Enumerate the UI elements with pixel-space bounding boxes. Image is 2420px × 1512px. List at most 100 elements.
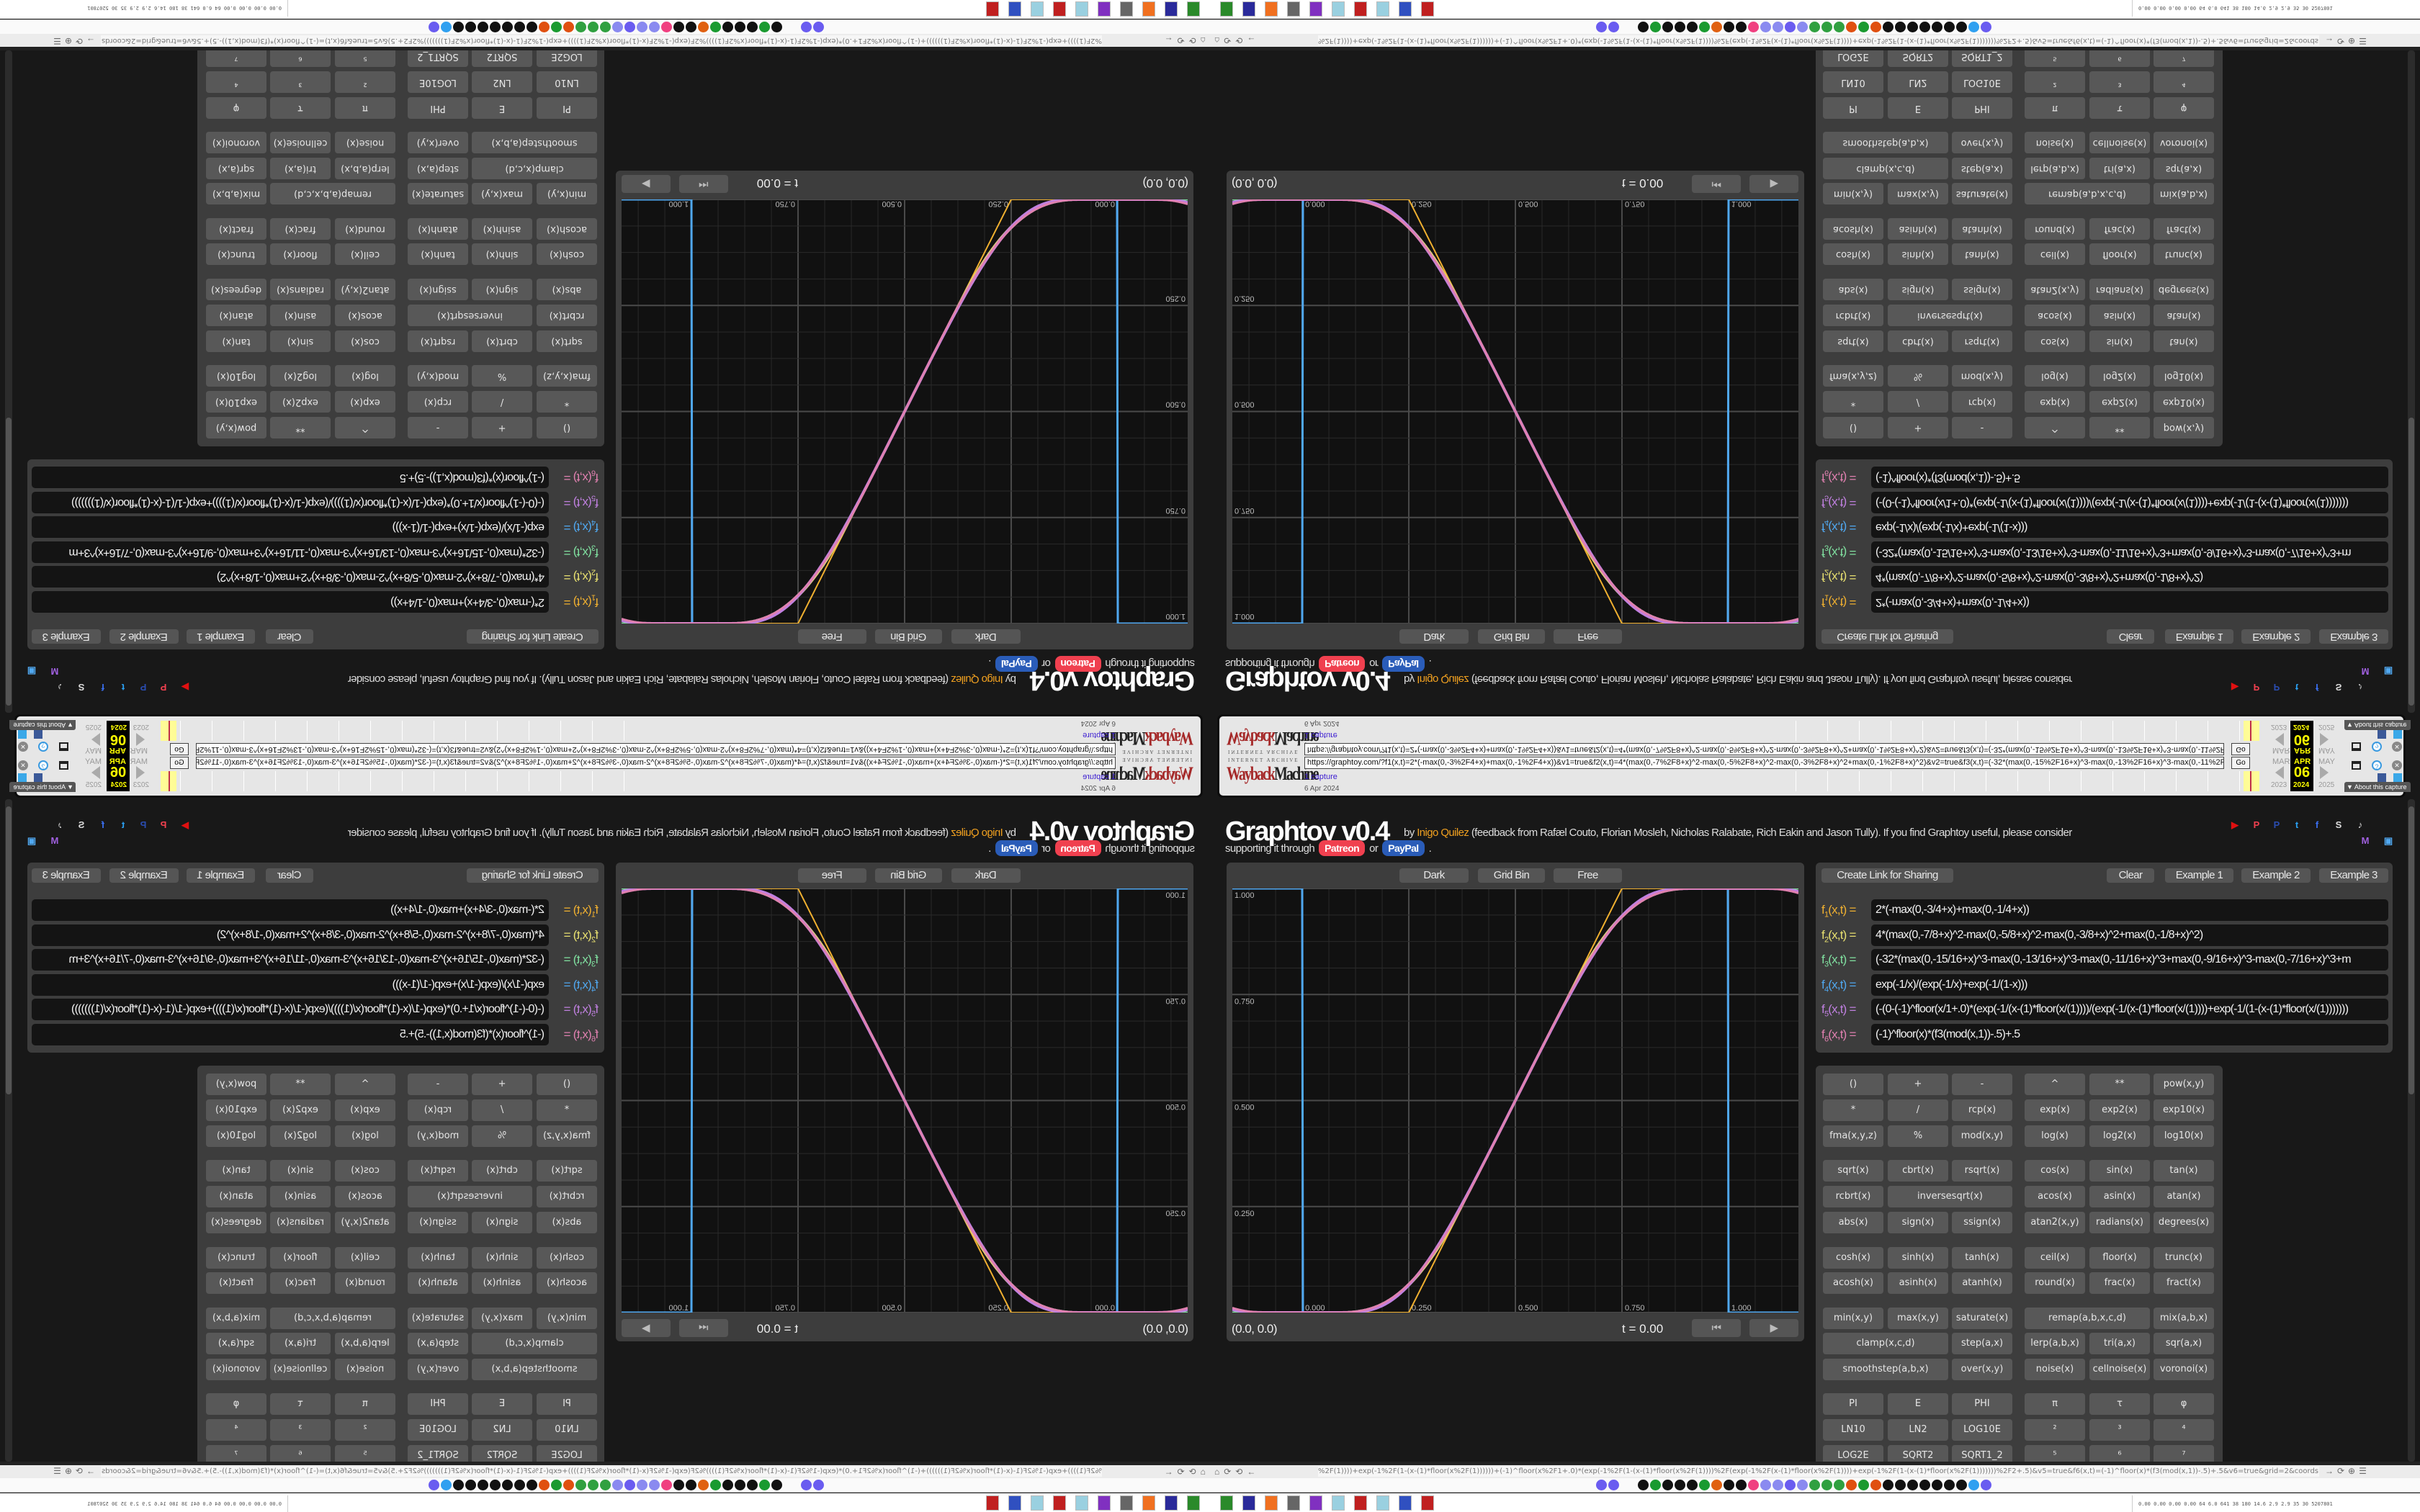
wayback-url-input[interactable]: https://graphtoy.com/?f1(x,t)=2*(-max(0,…: [1304, 757, 2224, 769]
key-button[interactable]: sinh(x): [1888, 243, 1948, 265]
bookmark-icon[interactable]: [1956, 1480, 1967, 1490]
wayback-next-arrow-icon[interactable]: [2320, 733, 2329, 746]
nav-buttons-icon[interactable]: ⌂⟳⟲←: [1214, 1467, 1260, 1477]
key-button[interactable]: atanh(x): [1952, 1272, 2012, 1294]
key-button[interactable]: asinh(x): [472, 1272, 532, 1294]
taskbar-app-icon[interactable]: [1399, 1, 1412, 17]
youtube-icon[interactable]: ▶: [182, 819, 189, 830]
bookmark-icon[interactable]: [1870, 1480, 1881, 1490]
taskbar-app-icon[interactable]: [986, 1, 999, 17]
key-button[interactable]: degrees(x): [206, 279, 266, 300]
bookmark-icon[interactable]: [1919, 22, 1930, 32]
graph-canvas[interactable]: 1.000 0.750 0.500 0.250 0.000 0.250 0.500 0.750…: [611, 887, 1198, 1314]
taskbar-app-icon[interactable]: [1075, 1495, 1088, 1511]
key-button[interactable]: sqr(a,x): [2154, 158, 2214, 179]
formula-input-f5[interactable]: (-(0-(-1)^floor(x/1+.0)*(exp(-1/(x-(1)*f…: [32, 999, 549, 1021]
key-button[interactable]: exp10(x): [2154, 1099, 2214, 1121]
bookmark-icon[interactable]: [1834, 22, 1845, 32]
key-button[interactable]: atan2(x,y): [2025, 279, 2085, 300]
paypal-icon[interactable]: P: [2273, 819, 2280, 830]
patreon-button[interactable]: Patreon: [1054, 840, 1101, 856]
key-button[interactable]: tri(a,x): [2089, 158, 2150, 179]
example-3-button[interactable]: Example 3: [32, 868, 101, 883]
key-button[interactable]: rcp(x): [408, 391, 468, 413]
key-button[interactable]: frac(x): [270, 218, 331, 240]
key-button[interactable]: atan(x): [2154, 1186, 2214, 1207]
bookmark-icon[interactable]: [1968, 22, 1979, 32]
bookmark-icon[interactable]: [747, 1480, 758, 1490]
wayback-year-next[interactable]: 2025: [2318, 723, 2335, 731]
about-capture-button[interactable]: ▼ About this capture: [2344, 782, 2411, 792]
key-button[interactable]: (): [537, 1074, 597, 1095]
key-button[interactable]: ceil(x): [2025, 243, 2085, 265]
paypal-button[interactable]: PayPal: [1382, 840, 1425, 856]
wayback-year-prev[interactable]: 2023: [133, 723, 149, 731]
bookmark-icon[interactable]: [1596, 22, 1607, 32]
youtube-icon[interactable]: ▶: [2231, 819, 2238, 830]
key-button[interactable]: PI: [537, 1393, 597, 1415]
key-button[interactable]: voronoi(x): [2154, 1359, 2214, 1380]
bookmark-icon[interactable]: [747, 22, 758, 32]
facebook-share-icon[interactable]: [2378, 773, 2386, 783]
play-button[interactable]: ▶: [622, 1319, 671, 1337]
key-button[interactable]: over(x,y): [408, 1359, 468, 1380]
key-button[interactable]: exp2(x): [2089, 391, 2150, 413]
key-button[interactable]: trunc(x): [206, 1247, 266, 1269]
facebook-share-icon[interactable]: [2378, 729, 2386, 739]
key-button[interactable]: log(x): [2025, 1125, 2085, 1147]
key-button[interactable]: φ: [2154, 97, 2214, 119]
key-button[interactable]: %: [1888, 1125, 1948, 1147]
key-button[interactable]: asin(x): [270, 305, 331, 326]
key-button[interactable]: ^: [335, 1074, 395, 1095]
key-button[interactable]: exp10(x): [206, 391, 266, 413]
key-button[interactable]: asin(x): [270, 1186, 331, 1207]
key-button[interactable]: frac(x): [2089, 218, 2150, 240]
bookmark-icon[interactable]: [1968, 1480, 1979, 1490]
key-button[interactable]: floor(x): [2089, 243, 2150, 265]
taskbar-app-icon[interactable]: [1421, 1, 1434, 17]
key-button[interactable]: smoothstep(a,b,x): [1823, 1359, 1948, 1380]
key-button[interactable]: acosh(x): [1823, 218, 1883, 240]
example-3-button[interactable]: Example 3: [2319, 868, 2388, 883]
bookmark-icon[interactable]: [1773, 22, 1783, 32]
key-button[interactable]: rcp(x): [1952, 1099, 2012, 1121]
address-bar[interactable]: %2F(1))))+exp(-1%2F(1-(x-(1)*floor(x%2F(…: [1318, 1467, 2319, 1477]
address-bar[interactable]: %2F(1))))+exp(-1%2F(1-(x-(1)*floor(x%2F(…: [101, 1467, 1102, 1477]
about-capture-button[interactable]: ▼ About this capture: [9, 782, 76, 792]
bookmark-icon[interactable]: [1760, 22, 1771, 32]
facebook-icon[interactable]: f: [2315, 682, 2319, 693]
key-button[interactable]: %: [472, 365, 532, 387]
tiktok-icon[interactable]: ♪: [57, 819, 63, 830]
key-button[interactable]: min(x,y): [537, 183, 597, 204]
key-button[interactable]: (): [1823, 417, 1883, 438]
graph-plot[interactable]: 1.000 0.750 0.500 0.250 0.000 0.250 0.500 0.750…: [1222, 198, 1809, 625]
browser-menu-icons[interactable]: →⟳⊕☰: [50, 36, 95, 46]
wayback-timeline[interactable]: [1765, 771, 2240, 791]
twitter-icon[interactable]: t: [2295, 819, 2299, 830]
reset-time-button[interactable]: ⏮: [1692, 175, 1741, 193]
key-button[interactable]: -: [1952, 417, 2012, 438]
key-button[interactable]: LN10: [537, 71, 597, 93]
scrollbar-thumb[interactable]: [2408, 418, 2414, 706]
browser-menu-icons[interactable]: →⟳⊕☰: [2325, 1466, 2370, 1476]
key-button[interactable]: PHI: [408, 97, 468, 119]
key-button[interactable]: remap(a,b,x,c,d): [2025, 1308, 2150, 1329]
bookmark-icon[interactable]: [1736, 1480, 1747, 1490]
taskbar-app-icon[interactable]: [1376, 1, 1389, 17]
key-button[interactable]: step(a,x): [408, 158, 468, 179]
key-button[interactable]: cellnoise(x): [270, 132, 331, 153]
key-button[interactable]: **: [270, 1074, 331, 1095]
author-link[interactable]: Inigo Quilez: [1417, 673, 1469, 685]
mastodon-icon[interactable]: M: [2361, 666, 2370, 677]
key-button[interactable]: exp(x): [2025, 1099, 2085, 1121]
taskbar-app-icon[interactable]: [1031, 1, 1044, 17]
tiktok-icon[interactable]: ♪: [57, 682, 63, 693]
key-button[interactable]: sqr(a,x): [206, 158, 266, 179]
key-button[interactable]: E: [1888, 1393, 1948, 1415]
key-button[interactable]: rcbrt(x): [1823, 1186, 1883, 1207]
key-button[interactable]: ²: [335, 71, 395, 93]
key-button[interactable]: /: [472, 391, 532, 413]
key-button[interactable]: tan(x): [206, 1160, 266, 1182]
bookmark-icon[interactable]: [588, 1480, 599, 1490]
key-button[interactable]: cos(x): [335, 1160, 395, 1182]
